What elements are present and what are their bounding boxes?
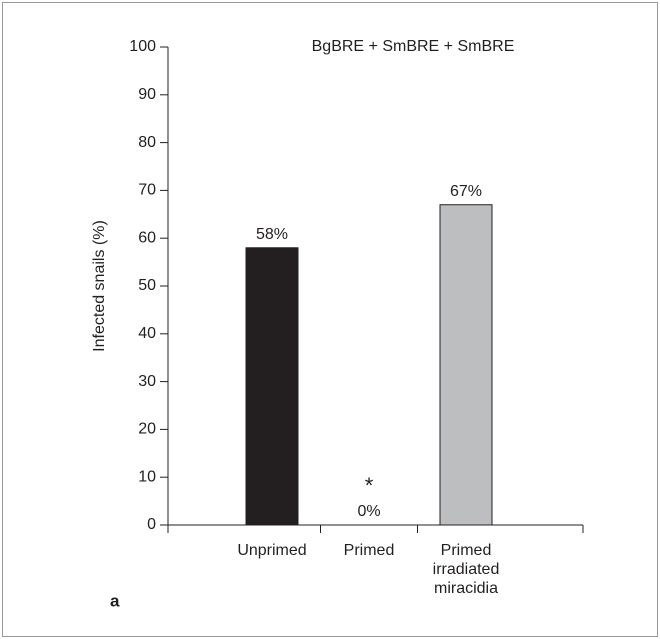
y-tick-label: 50: [138, 277, 156, 294]
y-tick-label: 40: [138, 325, 156, 342]
x-tick-label: Unprimed: [237, 542, 307, 559]
y-tick-label: 100: [129, 38, 156, 55]
y-tick-label: 10: [138, 468, 156, 485]
panel-label: a: [110, 591, 120, 610]
y-tick-label: 60: [138, 229, 156, 246]
y-tick-label: 70: [138, 182, 156, 199]
value-label: 67%: [450, 183, 482, 200]
y-tick-label: 30: [138, 373, 156, 390]
x-tick-label: Primed: [343, 542, 395, 559]
chart-title: BgBRE + SmBRE + SmBRE: [312, 38, 515, 55]
annotation: *: [365, 473, 374, 498]
y-axis-label: Infected snails (%): [91, 220, 108, 352]
value-label: 0%: [357, 503, 380, 520]
value-label: 58%: [256, 226, 288, 243]
y-tick-label: 90: [138, 86, 156, 103]
bar: [439, 204, 493, 526]
bar: [245, 247, 299, 526]
y-tick-label: 80: [138, 134, 156, 151]
y-tick-label: 0: [147, 516, 156, 533]
x-tick-label: Primed irradiated miracidia: [432, 542, 500, 597]
y-tick-label: 20: [138, 421, 156, 438]
